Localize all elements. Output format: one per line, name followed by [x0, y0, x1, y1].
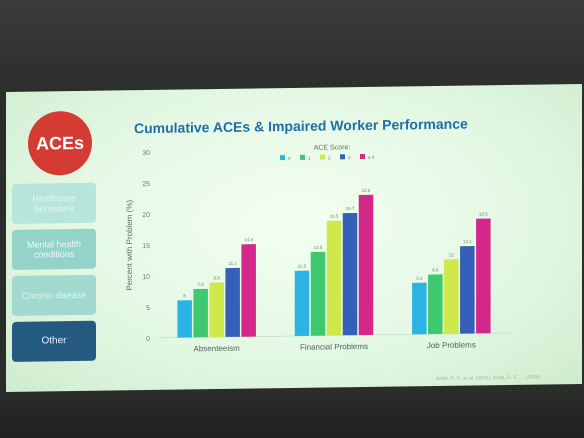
legend-label: 2	[328, 155, 331, 160]
legend-swatch	[300, 154, 305, 160]
bar	[294, 270, 310, 336]
y-tick-label: 30	[142, 150, 150, 157]
legend-label: 3	[348, 155, 351, 160]
legend-label: 1	[308, 156, 311, 161]
data-label: 18.5	[479, 212, 488, 217]
legend-swatch	[320, 154, 325, 160]
bar	[177, 300, 192, 338]
bar	[193, 288, 208, 338]
data-label: 12	[449, 252, 455, 257]
data-label: 22.6	[362, 188, 371, 193]
bar-group: 8.3 9.6 12 14.1 18.5 Job Problems	[412, 212, 491, 350]
data-label: 9.6	[432, 267, 439, 272]
legend-title: ACE Score:	[314, 144, 351, 152]
citation-text: Anda, R. F., et al. (2004). Anda, R. F.,…	[436, 374, 542, 382]
x-category-label: Absenteeism	[194, 344, 241, 354]
data-label: 8.8	[214, 275, 221, 280]
legend-label: ≥ 4	[368, 155, 375, 160]
aces-badge: ACEs	[28, 110, 92, 176]
legend-swatch	[360, 153, 365, 160]
slide-title: Cumulative ACEs & Impaired Worker Perfor…	[134, 115, 468, 137]
bar-groups: 6 7.8 8.8 11.1 14.9 Absenteeism 10.5 13.5 18.5 19…	[177, 188, 491, 353]
bar	[225, 267, 240, 337]
legend-swatch	[280, 155, 285, 161]
bar	[412, 282, 427, 335]
bar	[342, 212, 358, 336]
y-tick-label: 25	[142, 181, 150, 188]
bar	[358, 194, 374, 336]
y-tick-label: 5	[146, 305, 150, 312]
y-tick-label: 0	[146, 336, 150, 343]
bar	[241, 244, 256, 337]
data-label: 14.9	[244, 237, 253, 242]
bar	[476, 218, 491, 334]
bar	[326, 220, 342, 336]
room-wall-top	[0, 0, 584, 92]
legend-label: 0	[288, 156, 291, 161]
room-floor-bottom	[0, 392, 584, 438]
bar	[209, 282, 224, 338]
data-label: 13.5	[314, 245, 323, 250]
legend-swatch	[340, 154, 345, 160]
y-tick-label: 20	[142, 212, 150, 219]
y-tick-label: 10	[142, 274, 150, 281]
y-axis-label: Percent with Problem (%)	[125, 200, 134, 291]
data-label: 11.1	[228, 261, 237, 266]
bar	[460, 246, 475, 334]
bar-group: 6 7.8 8.8 11.1 14.9 Absenteeism	[177, 237, 256, 353]
side-button-healthcare-behaviors[interactable]: Healthcare behaviors	[12, 182, 96, 224]
data-label: 10.5	[298, 264, 307, 269]
bar	[444, 259, 459, 334]
data-label: 8.3	[416, 276, 423, 281]
legend: ACE Score: 0 1 2 3 ≥ 4	[280, 144, 375, 161]
y-tick-label: 15	[142, 243, 150, 250]
bar	[428, 274, 443, 335]
bar	[310, 251, 326, 336]
data-label: 6	[183, 293, 186, 298]
bar-group: 10.5 13.5 18.5 19.7 22.6 Financial Problems	[294, 188, 374, 352]
side-button-mental-health[interactable]: Mental health conditions	[12, 228, 96, 270]
data-label: 14.1	[463, 239, 472, 244]
x-category-label: Job Problems	[427, 340, 476, 350]
side-button-chronic-disease[interactable]: Chronic disease	[12, 274, 96, 316]
projected-slide: ACEs Healthcare behaviors Mental health …	[6, 83, 582, 392]
data-label: 18.5	[330, 214, 339, 219]
data-label: 7.8	[198, 282, 205, 287]
data-label: 19.7	[346, 206, 355, 211]
x-category-label: Financial Problems	[300, 342, 368, 352]
side-button-other[interactable]: Other	[12, 320, 96, 362]
